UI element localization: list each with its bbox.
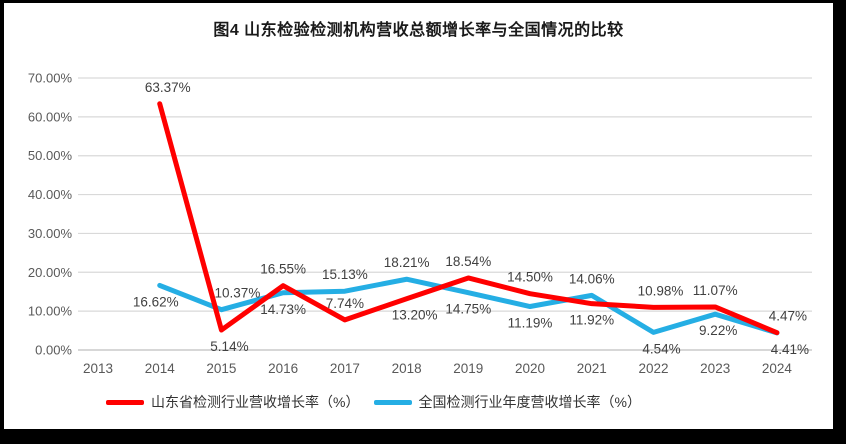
series-line-shandong [157, 101, 780, 336]
y-tick-label: 0.00% [35, 343, 72, 358]
data-label: 4.41% [771, 342, 809, 357]
x-tick-label: 2015 [206, 361, 236, 376]
data-label: 14.75% [445, 302, 491, 317]
data-label: 63.37% [145, 80, 191, 95]
data-label: 4.47% [769, 309, 807, 324]
y-tick-label: 60.00% [28, 109, 73, 124]
line-chart: 0.00% 10.00% 20.00% 30.00% 40.00% 50.00% 60.00… [28, 71, 812, 376]
data-label: 14.73% [260, 302, 306, 317]
x-tick-label: 2013 [83, 361, 113, 376]
x-tick-label: 2016 [268, 361, 298, 376]
legend-line-national-icon [373, 399, 412, 405]
x-tick-label: 2019 [453, 361, 483, 376]
data-label: 7.74% [326, 296, 364, 311]
data-label: 16.62% [133, 294, 179, 309]
y-tick-label: 70.00% [28, 71, 73, 86]
data-label: 5.14% [210, 339, 248, 354]
y-tick-label: 30.00% [28, 226, 73, 241]
x-tick-label: 2018 [392, 361, 422, 376]
x-tick-label: 2022 [638, 361, 668, 376]
legend-label: 全国检测行业年度营收增长率（%） [418, 394, 641, 410]
data-label: 10.98% [638, 283, 684, 298]
chart-legend: 山东省检测行业营收增长率（%） 全国检测行业年度营收增长率（%） [0, 392, 788, 412]
x-tick-label: 2014 [145, 361, 176, 376]
y-tick-label: 40.00% [28, 187, 73, 202]
data-label: 14.06% [569, 271, 615, 286]
legend-line-shandong-icon [106, 399, 145, 405]
legend-item: 山东省检测行业营收增长率（%） [106, 392, 360, 412]
data-label: 13.20% [392, 308, 438, 323]
data-label: 15.13% [322, 267, 368, 282]
y-tick-label: 10.00% [28, 304, 73, 319]
data-label: 10.37% [215, 286, 261, 301]
x-tick-label: 2024 [762, 361, 793, 376]
x-tick-label: 2023 [700, 361, 730, 376]
data-label: 9.22% [699, 323, 737, 338]
x-tick-label: 2021 [577, 361, 607, 376]
legend-label: 山东省检测行业营收增长率（%） [151, 394, 360, 410]
data-label: 16.55% [260, 262, 306, 277]
data-label: 14.50% [507, 270, 553, 285]
y-tick-label: 50.00% [28, 148, 73, 163]
chart-title: 图4 山东检验检测机构营收总额增长率与全国情况的比较 [213, 22, 624, 39]
data-label: 11.19% [508, 316, 553, 331]
legend-item: 全国检测行业年度营收增长率（%） [373, 392, 641, 412]
y-tick-label: 20.00% [28, 265, 73, 280]
x-tick-label: 2020 [515, 361, 545, 376]
x-tick-label: 2017 [330, 361, 360, 376]
data-label: 4.54% [642, 341, 680, 356]
chart-container: 图4 山东检验检测机构营收总额增长率与全国情况的比较 0.00% 10.00% 20… [4, 3, 833, 429]
data-label: 11.92% [569, 313, 614, 328]
data-label: 18.21% [384, 255, 430, 270]
data-label: 11.07% [693, 283, 738, 298]
data-label: 18.54% [445, 254, 491, 269]
